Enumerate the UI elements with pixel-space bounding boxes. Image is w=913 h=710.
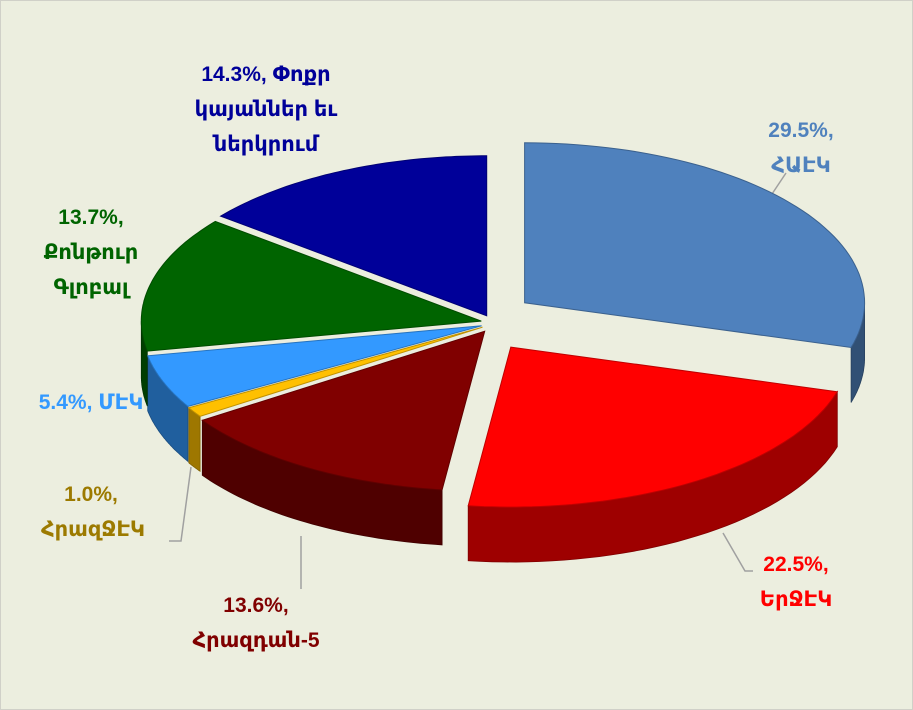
value-label: 13.6%,: [223, 594, 289, 617]
slice: [219, 155, 488, 317]
data-label: 13.6%, Հրազդան-5: [191, 588, 321, 658]
slice: [201, 330, 486, 491]
slice: [524, 142, 866, 349]
category-label: ՀԱԷԿ: [771, 154, 831, 177]
leader-line: [722, 532, 753, 572]
slice-tops: [140, 142, 866, 508]
leader-lines: [169, 172, 787, 589]
value-label: 5.4%,: [38, 391, 93, 414]
category-label: ՀրազՋԷԿ: [41, 518, 145, 541]
slice: [187, 326, 483, 417]
slice: [147, 325, 482, 407]
value-label: 14.3%,: [201, 63, 267, 86]
value-label: 22.5%,: [763, 553, 829, 576]
data-label: 29.5%, ՀԱԷԿ: [751, 113, 851, 183]
data-label: 5.4%, ՄԷԿ: [11, 385, 171, 420]
category-label: ՄԷԿ: [98, 391, 144, 414]
data-label: 14.3%, Փոքր կայաններ եւ ներկրում: [166, 57, 366, 162]
category-label: Քոնթուր Գլոբալ: [43, 241, 139, 299]
slice-sides: [140, 302, 865, 563]
slice-side: [188, 407, 201, 473]
leader-line: [169, 466, 192, 542]
value-label: 1.0%,: [64, 483, 118, 506]
category-label: ԵրՋԷԿ: [759, 588, 833, 611]
slice: [467, 346, 839, 508]
category-label: Փոքր կայաններ եւ ներկրում: [194, 63, 338, 156]
slice: [140, 220, 482, 352]
category-label: Հրազդան-5: [192, 629, 320, 652]
data-label: 22.5%, ԵրՋԷԿ: [746, 547, 846, 617]
data-label: 1.0%, ՀրազՋԷԿ: [41, 477, 145, 547]
value-label: 13.7%,: [58, 206, 124, 229]
value-label: 29.5%,: [768, 119, 834, 142]
data-label: 13.7%, Քոնթուր Գլոբալ: [31, 200, 151, 305]
